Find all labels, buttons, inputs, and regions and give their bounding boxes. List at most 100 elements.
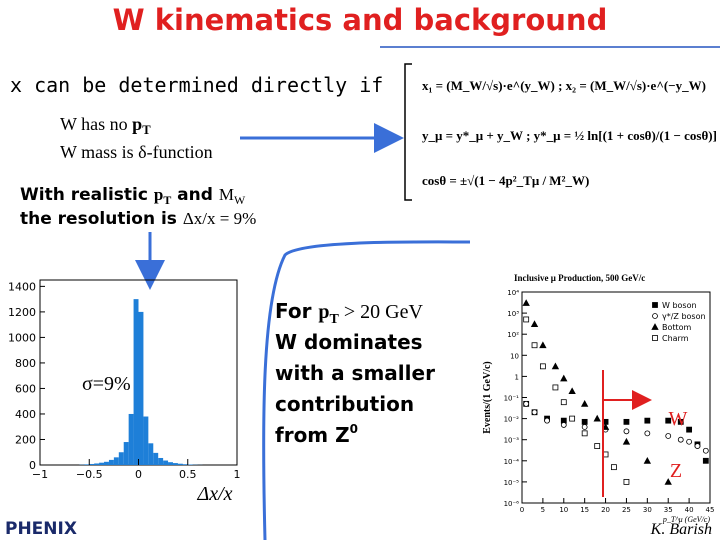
marker	[665, 433, 672, 439]
marker	[686, 426, 693, 433]
x-tick-label: 5	[541, 506, 545, 514]
y-tick-label: 200	[15, 433, 36, 446]
histogram: 0 200 400 600 800 1000 1200 1400 −1 −0.5 0 0.5 1 σ=9%…	[8, 279, 241, 505]
author: K. Barish	[650, 521, 712, 538]
x-tick-label: 20	[601, 506, 610, 514]
y-tick-label: 10⁴	[507, 289, 519, 297]
y-tick-label: 0	[29, 459, 36, 472]
z-label: Z	[670, 460, 682, 482]
divider-curve	[262, 240, 471, 540]
marker	[531, 409, 538, 416]
legend-label: γ*/Z boson	[662, 312, 706, 321]
note: For pT > 20 GeV	[275, 299, 423, 327]
marker	[544, 417, 550, 424]
marker	[568, 387, 576, 395]
x-tick-label: 15	[580, 506, 589, 514]
x-tick-label: 35	[664, 506, 673, 514]
marker	[580, 400, 589, 407]
marker	[702, 447, 709, 454]
condition: W mass is δ-function	[60, 142, 213, 162]
hist-bar	[104, 461, 109, 465]
marker	[522, 299, 530, 306]
y-tick-label: 10⁻³	[504, 437, 520, 445]
hist-bar	[108, 459, 114, 465]
hist-bar	[187, 464, 193, 465]
y-tick-label: 10³	[507, 310, 519, 318]
x-tick-label: 30	[643, 506, 652, 514]
marker	[560, 399, 567, 406]
x-tick-label: 0.5	[179, 468, 197, 481]
y-tick-label: 10²	[507, 331, 519, 339]
marker	[622, 437, 631, 445]
x-tick-label: 40	[685, 506, 694, 514]
y-tick-label: 10⁻⁴	[504, 458, 520, 466]
resolution: the resolution is Δx/x = 9%	[20, 209, 256, 229]
marker	[694, 443, 701, 449]
legend-marker	[652, 302, 658, 308]
y-tick-label: 10	[510, 352, 519, 360]
hist-bar	[99, 462, 105, 465]
hist-bar	[138, 311, 144, 465]
annotation: σ=9%	[82, 373, 131, 395]
marker	[664, 478, 672, 485]
condition: W has no pT	[60, 114, 151, 137]
x-tick-label: 0	[135, 468, 142, 481]
hist-bar	[118, 452, 124, 465]
x-tick-label: 25	[622, 506, 631, 514]
marker	[539, 341, 547, 349]
marker	[539, 363, 546, 370]
legend-marker	[652, 335, 658, 341]
marker	[623, 478, 630, 485]
marker	[644, 430, 651, 437]
hist-bar	[133, 299, 139, 465]
background-plot: Inclusive μ Production, 500 GeV/c Events/…	[482, 273, 714, 524]
marker	[686, 438, 693, 445]
legend-marker	[652, 313, 658, 319]
marker	[581, 430, 588, 437]
marker	[702, 457, 709, 464]
marker	[601, 423, 610, 430]
marker	[677, 418, 684, 425]
y-tick-label: 600	[15, 382, 36, 395]
y-tick-label: 1	[515, 373, 519, 381]
hist-bar	[163, 460, 169, 465]
legend-marker	[651, 323, 659, 330]
marker	[581, 424, 588, 430]
marker	[665, 417, 672, 424]
formula-bracket	[404, 63, 412, 201]
legend-label: Charm	[662, 334, 689, 343]
marker	[611, 464, 617, 471]
marker	[623, 428, 630, 435]
note: from Z0	[275, 422, 358, 447]
marker	[531, 342, 538, 349]
legend-label: W boson	[662, 301, 697, 310]
x-tick-label: 45	[706, 506, 715, 514]
marker	[623, 418, 630, 425]
hist-bar	[113, 457, 119, 465]
x-axis-label: Δx/x	[196, 483, 232, 505]
hist-bar	[158, 457, 164, 465]
y-tick-label: 1000	[8, 331, 36, 344]
marker	[551, 362, 560, 370]
hist-bar	[172, 463, 178, 465]
hist-bar	[177, 463, 183, 465]
marker	[594, 443, 601, 449]
formula: cosθ = ±√(1 − 4p²_Tμ / M²_W)	[422, 173, 589, 188]
hist-bar	[168, 462, 173, 465]
hist-bar	[84, 464, 90, 465]
w-label: W	[669, 408, 688, 430]
x-axis-label: p_T^μ (GeV/c)	[662, 515, 710, 524]
y-tick-label: 10⁻⁵	[504, 479, 520, 487]
marker	[581, 418, 588, 425]
intro: x can be determined directly if	[10, 73, 383, 97]
hist-bar	[182, 464, 188, 465]
formula: x₁ = (M_W/√s)·e^(y_W) ; x₂ = (M_W/√s)·e^…	[422, 78, 706, 93]
note: contribution	[275, 392, 414, 416]
hist-bar	[123, 442, 129, 465]
formula: y_μ = y*_μ + y_W ; y*_μ = ½ ln[(1 + cosθ…	[422, 128, 717, 143]
marker	[530, 320, 539, 328]
marker	[560, 422, 567, 428]
marker	[643, 456, 652, 464]
marker	[569, 415, 576, 422]
